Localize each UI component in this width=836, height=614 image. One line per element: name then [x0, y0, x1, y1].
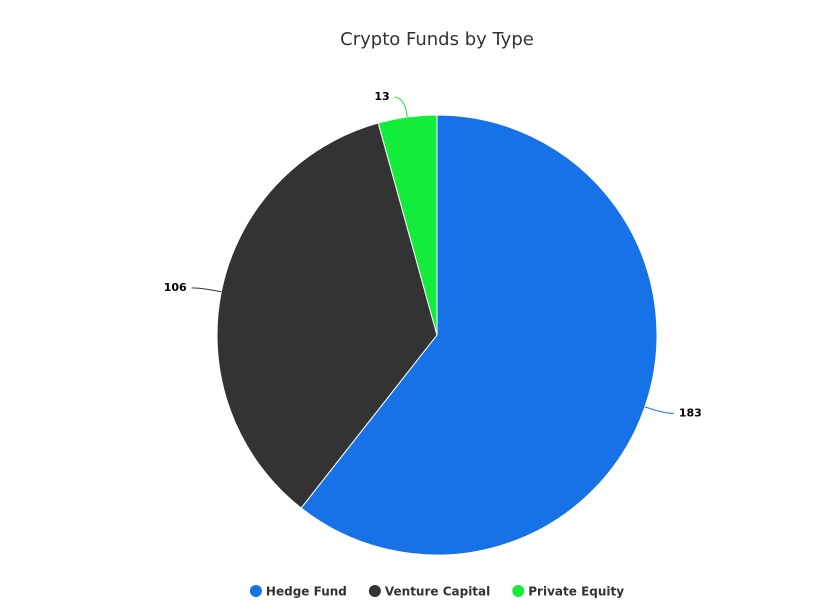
connector	[191, 287, 222, 293]
data-label: 183	[679, 406, 702, 419]
pie-slice[interactable]	[377, 114, 438, 336]
connector	[644, 406, 674, 414]
legend-label[interactable]: Private Equity	[528, 585, 624, 599]
legend-marker[interactable]	[368, 585, 381, 597]
data-label: 106	[164, 281, 187, 294]
legend-label[interactable]: Venture Capital	[385, 585, 490, 599]
chart-title: Crypto Funds by Type	[340, 29, 534, 50]
legend-marker[interactable]	[249, 585, 262, 597]
data-label: 13	[374, 90, 389, 103]
legend-label[interactable]: Hedge Fund	[266, 585, 347, 599]
legend-marker[interactable]	[512, 585, 525, 597]
connector	[394, 96, 408, 118]
pie-slice[interactable]	[216, 122, 438, 509]
